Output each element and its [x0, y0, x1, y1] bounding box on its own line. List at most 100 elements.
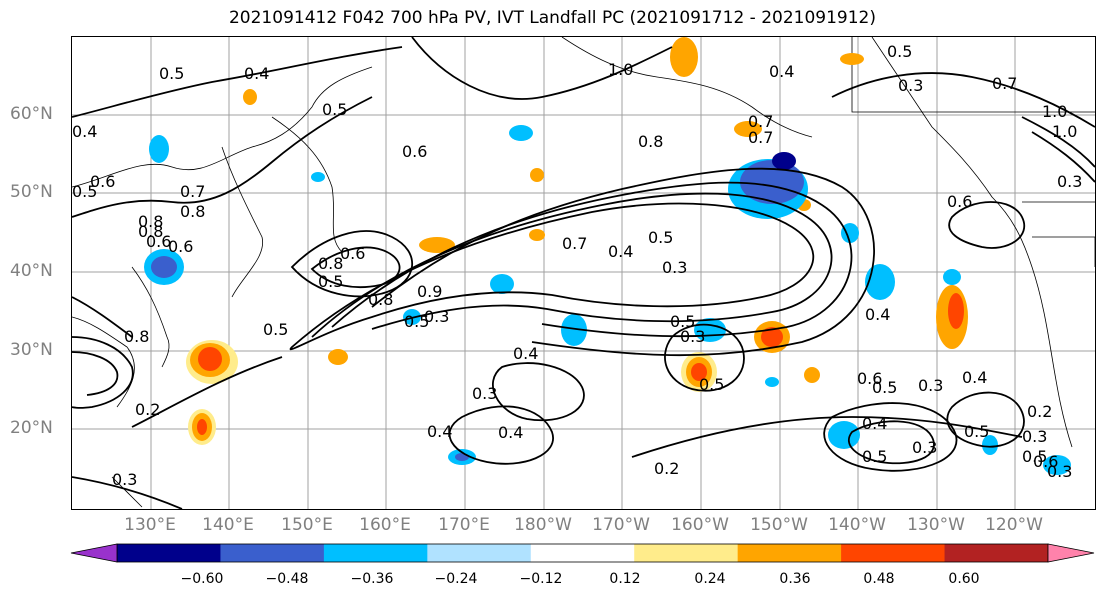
contour-label: 0.2: [654, 459, 679, 478]
contour-label: 0.4: [513, 344, 538, 363]
lat-label: 60°N: [10, 104, 53, 124]
colorbar-extend-min: [70, 543, 118, 563]
contour-label: 0.8: [318, 254, 343, 273]
lon-label: 130°E: [124, 515, 176, 535]
contour-label: 0.5: [1022, 447, 1047, 466]
contour-label: 0.7: [180, 182, 205, 201]
contour-label: 0.6: [168, 237, 193, 256]
contour-label: 0.9: [417, 282, 442, 301]
colorbar-cell: [634, 544, 739, 562]
contour-label: 0.3: [1047, 462, 1072, 481]
contour-label: 0.8: [180, 202, 205, 221]
contour-label: 0.5: [699, 375, 724, 394]
colorbar-tick: −0.48: [265, 571, 309, 587]
colorbar-cell: [530, 544, 635, 562]
contour-label: 0.5: [872, 378, 897, 397]
contour-label: 0.2: [1027, 402, 1052, 421]
lon-label: 130°W: [907, 515, 965, 535]
colorbar-tick: −0.12: [519, 571, 563, 587]
contour-label: 0.6: [146, 232, 171, 251]
contour-label: 0.6: [402, 142, 427, 161]
colorbar-cell: [323, 544, 428, 562]
colorbar-tick: 0.24: [694, 571, 726, 587]
lon-label: 140°E: [202, 515, 254, 535]
lat-label: 30°N: [10, 340, 53, 360]
colorbar-cell: [944, 544, 1049, 562]
contour-label: 0.3: [662, 258, 687, 277]
contour-label: 0.3: [680, 327, 705, 346]
contour-label: 0.6: [857, 369, 882, 388]
contour-label: 0.3: [472, 384, 497, 403]
contour-label: 0.4: [244, 64, 269, 83]
colorbar-tick: 0.48: [863, 571, 895, 587]
contour-label: 0.4: [865, 305, 890, 324]
contour-label: 0.5: [322, 100, 347, 119]
contour-label: 0.7: [562, 234, 587, 253]
contour-label: 0.8: [638, 132, 663, 151]
contour-label: 0.3: [918, 376, 943, 395]
contour-label: 0.7: [748, 128, 773, 147]
contour-label: 0.4: [427, 422, 452, 441]
contour-label: 1.0: [1052, 122, 1077, 141]
lon-label: 160°W: [671, 515, 729, 535]
contour-label: 0.5: [887, 42, 912, 61]
contour-label: 0.8: [124, 327, 149, 346]
colorbar-tick: 0.12: [609, 571, 641, 587]
lon-label: 170°E: [438, 515, 490, 535]
contour-label: 1.0: [608, 60, 633, 79]
contour-label: 0.4: [72, 122, 97, 141]
contour-label: 0.4: [769, 62, 794, 81]
contour-label: 0.7: [992, 74, 1017, 93]
contour-label: 0.4: [498, 423, 523, 442]
contour-label: 0.3: [898, 76, 923, 95]
colorbar-cell: [737, 544, 842, 562]
contour-label: 0.5: [862, 447, 887, 466]
map-panel: 0.4 0.5 0.8 0.7 0.6 0.5 0.8 0.6 0.5 0.8 …: [71, 36, 1096, 510]
contour-label: 0.2: [135, 400, 160, 419]
colorbar-cell: [220, 544, 325, 562]
lat-label: 20°N: [10, 418, 53, 438]
colorbar-tick: −0.24: [434, 571, 478, 587]
contour-label: 0.3: [112, 470, 137, 489]
contour-label: 0.3: [1022, 427, 1047, 446]
colorbar-tick: −0.36: [350, 571, 394, 587]
colorbar-tick: 0.36: [779, 571, 811, 587]
contour-label: 0.5: [648, 228, 673, 247]
contour-label: 0.3: [912, 438, 937, 457]
lon-label: 180°W: [514, 515, 572, 535]
contour-label: 0.8: [138, 222, 163, 241]
contour-label: 0.4: [962, 368, 987, 387]
colorbar-cells: [116, 543, 1049, 563]
contour-label: 0.4: [862, 414, 887, 433]
lat-label: 50°N: [10, 182, 53, 202]
pv-contours: [72, 37, 1095, 509]
lon-label: 140°W: [828, 515, 886, 535]
lon-label: 120°W: [985, 515, 1043, 535]
lon-label: 150°W: [750, 515, 808, 535]
contour-label: 0.6: [90, 172, 115, 191]
map-title: 2021091412 F042 700 hPa PV, IVT Landfall…: [228, 8, 876, 28]
lon-label: 170°W: [592, 515, 650, 535]
contour-label: 1.0: [1042, 102, 1067, 121]
colorbar-cell: [841, 544, 946, 562]
lat-label: 40°N: [10, 261, 53, 281]
contour-labels: 0.4 0.5 0.8 0.7 0.6 0.5 0.8 0.6 0.5 0.8 …: [72, 42, 1082, 489]
contour-label: 0.3: [1057, 172, 1082, 191]
colorbar-tick: 0.60: [948, 571, 980, 587]
contour-label: 0.5: [404, 312, 429, 331]
colorbar-extend-max: [1047, 543, 1095, 563]
contour-label: 0.5: [964, 422, 989, 441]
graticule: [72, 37, 1095, 509]
contour-label: 0.5: [263, 320, 288, 339]
map-canvas: 0.4 0.5 0.8 0.7 0.6 0.5 0.8 0.6 0.5 0.8 …: [72, 37, 1095, 509]
contour-label: 0.5: [72, 182, 97, 201]
contour-label: 0.8: [138, 212, 163, 231]
contour-label: 0.5: [670, 312, 695, 331]
colorbar-cell: [427, 544, 532, 562]
contour-label: 0.6: [1033, 452, 1058, 471]
lon-label: 150°E: [281, 515, 333, 535]
colorbar-cell: [117, 544, 221, 562]
contour-label: 0.5: [159, 64, 184, 83]
contour-label: 0.8: [368, 290, 393, 309]
contour-label: 0.6: [947, 192, 972, 211]
